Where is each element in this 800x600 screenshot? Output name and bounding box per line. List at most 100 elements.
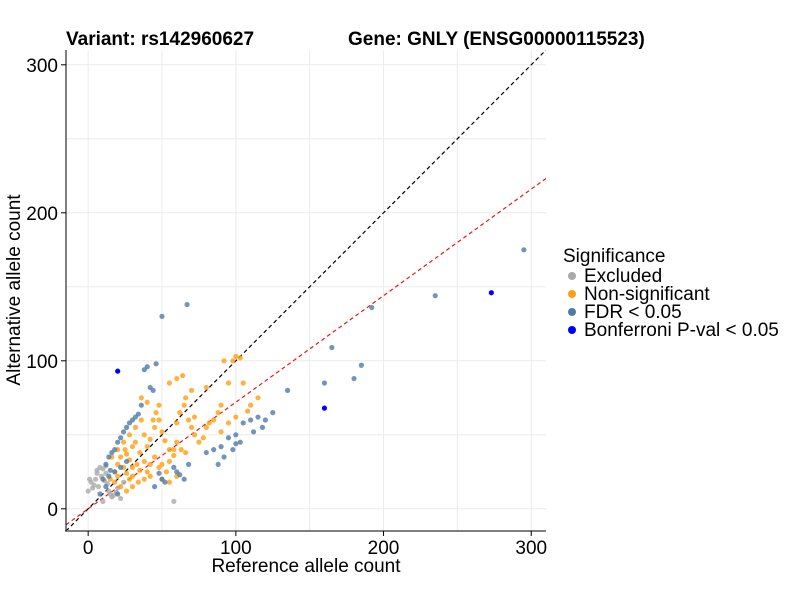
data-point (203, 449, 209, 456)
data-point (180, 373, 186, 379)
data-point (92, 476, 99, 482)
data-point (121, 479, 127, 485)
data-points (85, 247, 527, 504)
data-point (134, 461, 140, 467)
x-axis-label: Reference allele count (211, 556, 401, 577)
data-point (321, 405, 328, 411)
chart-title-variant: Variant: rs142960627 (66, 29, 254, 50)
data-point (174, 439, 180, 445)
data-point (200, 435, 206, 441)
data-point (123, 458, 130, 465)
data-point (240, 420, 246, 426)
data-point (171, 447, 177, 453)
reference-lines (66, 50, 546, 530)
data-point (115, 491, 121, 497)
data-point (129, 473, 136, 479)
data-point (240, 380, 246, 386)
data-point (106, 473, 112, 479)
data-point (351, 375, 357, 382)
series-3 (115, 290, 494, 411)
legend-title: Significance (563, 246, 665, 267)
data-point (248, 402, 254, 408)
data-point (123, 451, 130, 457)
data-point (112, 479, 118, 485)
legend-label: Bonferroni P-val < 0.05 (584, 320, 779, 341)
data-point (191, 432, 198, 438)
data-point (103, 484, 109, 490)
reference-line-fitted (66, 177, 546, 526)
data-point (94, 470, 100, 476)
data-point (185, 417, 192, 423)
data-point (123, 424, 130, 430)
data-point (147, 436, 153, 442)
legend-label: Non-significant (584, 284, 710, 305)
data-point (174, 375, 180, 382)
chart-title-gene: Gene: GNLY (ENSG00000115523) (348, 29, 645, 50)
data-point (144, 399, 150, 405)
data-point (150, 417, 156, 423)
data-point (166, 458, 172, 465)
data-point (150, 387, 156, 393)
data-point (100, 476, 106, 482)
data-point (196, 439, 202, 445)
data-point (163, 469, 170, 475)
data-point (177, 472, 183, 478)
data-point (100, 498, 106, 504)
data-point (129, 464, 136, 470)
data-point (123, 488, 130, 494)
data-point (230, 447, 236, 453)
data-point (141, 432, 147, 438)
data-point (262, 417, 268, 423)
data-point (112, 469, 118, 475)
legend-label: Excluded (584, 266, 662, 287)
data-point (118, 454, 124, 460)
data-point (106, 454, 112, 460)
data-point (178, 447, 184, 453)
data-point (358, 362, 364, 368)
data-point (137, 449, 143, 456)
data-point (237, 355, 243, 361)
data-point (432, 293, 438, 299)
data-point (259, 424, 266, 430)
data-point (129, 484, 136, 490)
data-point (121, 439, 127, 445)
data-point (184, 301, 190, 308)
data-point (171, 498, 177, 504)
data-point (183, 449, 189, 456)
data-point (225, 435, 232, 441)
data-point (121, 429, 127, 435)
data-point (225, 420, 232, 426)
y-axis-label: Alternative allele count (4, 194, 25, 386)
data-point (255, 395, 261, 401)
data-point (138, 395, 144, 401)
y-tick-label: 300 (26, 56, 58, 77)
x-tick-label: 100 (220, 538, 252, 559)
data-point (233, 432, 239, 438)
legend-swatch (568, 308, 576, 316)
data-point (250, 429, 257, 435)
data-point (132, 439, 139, 445)
data-point (188, 387, 195, 393)
data-point (369, 304, 375, 311)
data-point (221, 454, 227, 460)
reference-line-identity (66, 50, 546, 530)
data-point (166, 479, 172, 485)
data-point (147, 473, 153, 479)
data-point (118, 464, 124, 470)
data-point (225, 380, 232, 386)
data-point (137, 467, 143, 473)
data-point (97, 491, 103, 497)
series-2 (97, 247, 527, 497)
data-point (321, 380, 328, 386)
data-point (215, 461, 221, 467)
data-point (115, 473, 121, 479)
data-point (141, 367, 147, 373)
data-point (521, 247, 527, 253)
data-point (191, 414, 198, 420)
data-point (85, 488, 91, 494)
legend-swatch (568, 326, 576, 334)
data-point (152, 454, 158, 460)
data-point (144, 469, 150, 475)
data-point (488, 290, 494, 296)
